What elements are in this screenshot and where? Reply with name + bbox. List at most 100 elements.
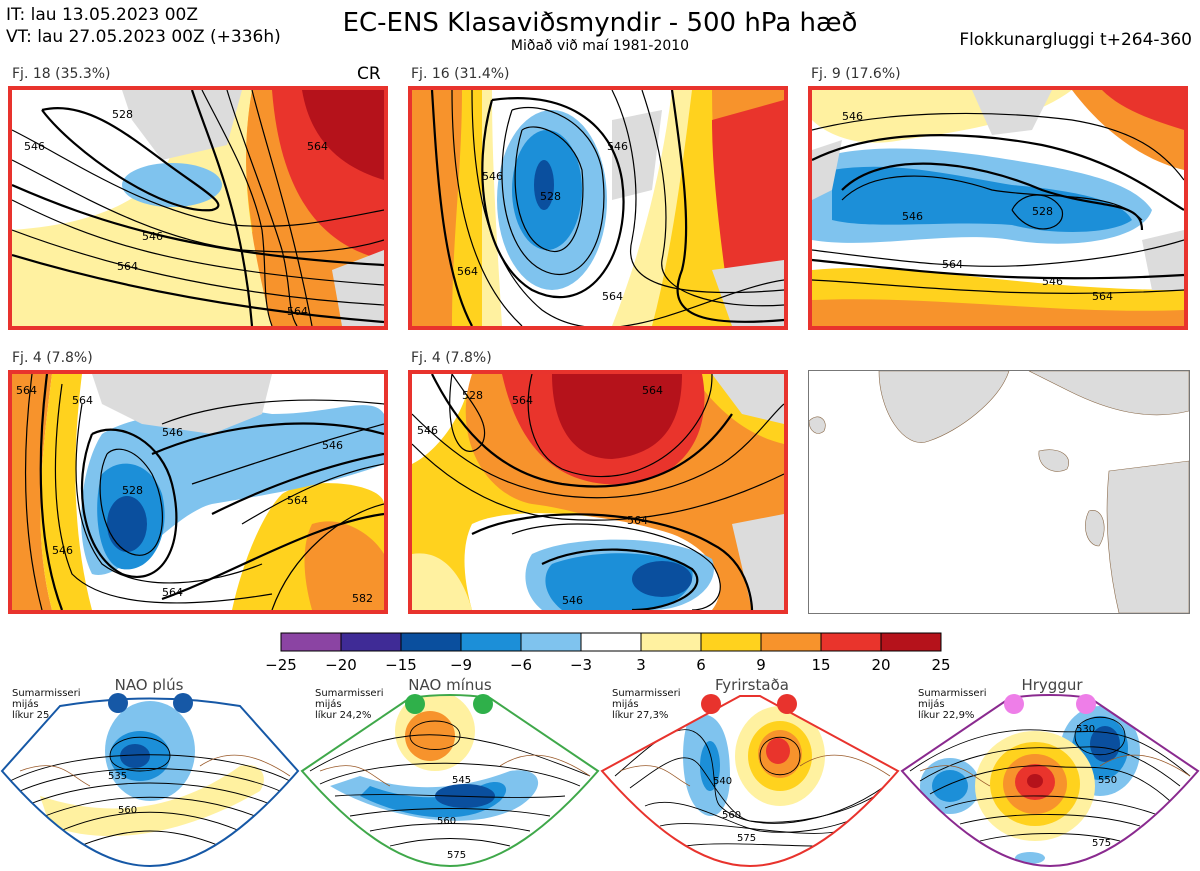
colorbar-cell: [640, 632, 702, 652]
cluster-label-1: Fj. 18 (35.3%): [12, 66, 111, 82]
header-run-info: IT: lau 13.05.2023 00Z VT: lau 27.05.202…: [6, 4, 281, 48]
page-subtitle: Miðað við maí 1981-2010: [510, 38, 690, 54]
contour-label: 560: [118, 805, 137, 816]
contour-label: 546: [417, 424, 438, 437]
regime-map-ridge[interactable]: 530 550 575: [900, 676, 1200, 871]
contour-label: 564: [16, 384, 37, 397]
colorbar-tick-label: −6: [509, 656, 533, 674]
regime-dot: [1076, 694, 1096, 714]
regime-stats-nao-minus: Sumarmisseri mijás líkur 24,2%: [315, 688, 384, 721]
colorbar-tick-label: 20: [871, 656, 891, 674]
colorbar-cell: [760, 632, 822, 652]
contour-label: 564: [287, 305, 308, 318]
regime-map-blocking[interactable]: 540 560 575: [600, 676, 900, 871]
colorbar-tick-label: 15: [811, 656, 831, 674]
anomaly-colorbar: [280, 632, 942, 652]
regime-dot: [1004, 694, 1024, 714]
contour-label: 564: [457, 265, 478, 278]
regime-dot: [173, 693, 193, 713]
cluster-map-1[interactable]: 528 546 546 564 564 564: [8, 86, 388, 330]
contour-label: 546: [607, 140, 628, 153]
contour-label: 528: [462, 389, 483, 402]
regime-dot: [777, 694, 797, 714]
contour-label: 546: [52, 544, 73, 557]
valid-time: VT: lau 27.05.2023 00Z (+336h): [6, 27, 281, 47]
contour-label: 546: [562, 594, 583, 607]
cluster-map-4[interactable]: 564 546 546 528 546 564 564 564 582: [8, 370, 388, 614]
contour-label: 546: [24, 140, 45, 153]
contour-label: 575: [737, 833, 756, 844]
contour-label: 582: [352, 592, 373, 605]
contour-label: 545: [452, 775, 471, 786]
regime-title-nao-plus: NAO plús: [114, 676, 184, 694]
cluster-map-3[interactable]: 546 546 528 564 546 564: [808, 86, 1188, 330]
contour-label: 550: [1098, 775, 1117, 786]
contour-label: 564: [942, 258, 963, 271]
contour-label: 564: [117, 260, 138, 273]
cluster-map-5[interactable]: 528 564 564 546 564 546: [408, 370, 788, 614]
colorbar-cell: [820, 632, 882, 652]
colorbar-cell: [580, 632, 642, 652]
regime-stats-ridge: Sumarmisseri mijás líkur 22,9%: [918, 688, 987, 721]
colorbar-cell: [880, 632, 942, 652]
contour-label: 564: [72, 394, 93, 407]
colorbar-tick-label: 25: [931, 656, 951, 674]
regime-title-blocking: Fyrirstaða: [715, 676, 789, 694]
contour-label: 528: [540, 190, 561, 203]
regime-stats-blocking: Sumarmisseri mijás líkur 27,3%: [612, 688, 681, 721]
classification-window: Flokkunargluggi t+264-360: [959, 30, 1192, 50]
contour-label: 528: [1032, 205, 1053, 218]
regime-title-nao-minus: NAO mínus: [408, 676, 492, 694]
contour-label: 564: [627, 514, 648, 527]
contour-label: 546: [902, 210, 923, 223]
colorbar-tick-label: 9: [756, 656, 766, 674]
contour-label: 575: [447, 850, 466, 861]
contour-label: 546: [482, 170, 503, 183]
regime-stats-nao-plus: Sumarmisseri mijás líkur 25,6%: [12, 688, 81, 721]
contour-label: 564: [307, 140, 328, 153]
cluster-label-3: Fj. 9 (17.6%): [811, 66, 901, 82]
contour-label: 546: [162, 426, 183, 439]
page-title: EC-ENS Klasaviðsmyndir - 500 hPa hæð: [342, 8, 858, 38]
cluster-map-2[interactable]: 528 546 546 564 564: [408, 86, 788, 330]
regime-dot: [108, 693, 128, 713]
colorbar-cell: [340, 632, 402, 652]
contour-label: 564: [602, 290, 623, 303]
colorbar-tick-label: −25: [265, 656, 297, 674]
colorbar-tick-label: 6: [696, 656, 706, 674]
colorbar-cell: [700, 632, 762, 652]
contour-label: 560: [722, 810, 741, 821]
colorbar-tick-label: −20: [325, 656, 357, 674]
cluster-label-2: Fj. 16 (31.4%): [411, 66, 510, 82]
contour-label: 528: [112, 108, 133, 121]
initial-time: IT: lau 13.05.2023 00Z: [6, 5, 198, 25]
regime-title-ridge: Hryggur: [1021, 676, 1083, 694]
colorbar-cell: [520, 632, 582, 652]
contour-label: 528: [122, 484, 143, 497]
contour-label: 560: [437, 816, 456, 827]
colorbar-cell: [460, 632, 522, 652]
regime-map-nao-plus[interactable]: 535 560: [0, 676, 300, 871]
cluster-tag-cr: CR: [357, 64, 381, 84]
colorbar-cell: [280, 632, 342, 652]
contour-label: 530: [1076, 724, 1095, 735]
contour-label: 564: [1092, 290, 1113, 303]
contour-label: 564: [162, 586, 183, 599]
contour-label: 564: [512, 394, 533, 407]
contour-label: 564: [287, 494, 308, 507]
contour-label: 546: [842, 110, 863, 123]
contour-label: 575: [1092, 838, 1111, 849]
colorbar-tick-label: −15: [385, 656, 417, 674]
contour-label: 540: [713, 776, 732, 787]
contour-label: 546: [322, 439, 343, 452]
colorbar-tick-label: −3: [569, 656, 593, 674]
cluster-label-5: Fj. 4 (7.8%): [411, 350, 492, 366]
empty-map: [808, 370, 1190, 614]
cluster-label-4: Fj. 4 (7.8%): [12, 350, 93, 366]
contour-label: 535: [108, 771, 127, 782]
colorbar-cell: [400, 632, 462, 652]
regime-dot: [473, 694, 493, 714]
regime-map-nao-minus[interactable]: 545 560 575: [300, 676, 600, 871]
regime-dot: [405, 694, 425, 714]
contour-label: 546: [142, 230, 163, 243]
